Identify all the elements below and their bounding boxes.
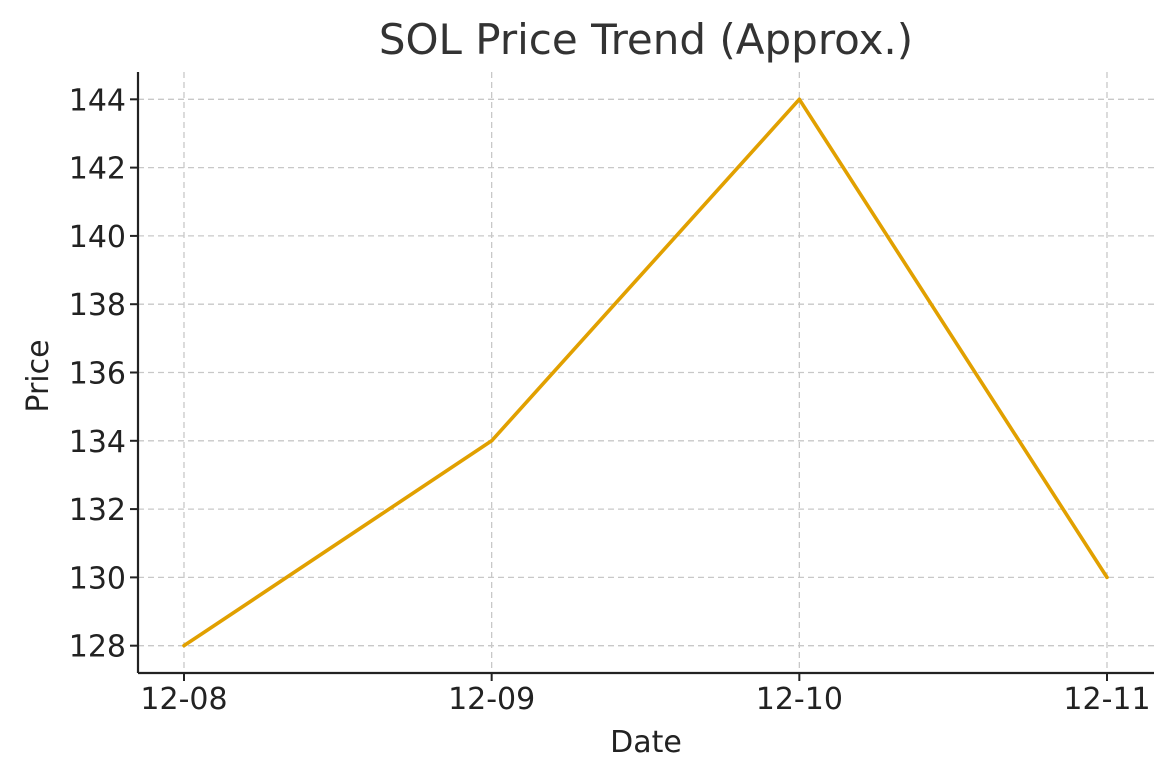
y-ticks: 128 130 132 134 136 138 140 142 144 (69, 83, 138, 665)
y-tick-label: 144 (69, 83, 126, 118)
grid-lines (138, 72, 1154, 673)
chart-title: SOL Price Trend (Approx.) (379, 15, 913, 64)
x-tick-label: 12-09 (448, 682, 535, 717)
y-axis-label: Price (21, 339, 56, 412)
y-tick-label: 136 (69, 357, 126, 392)
y-tick-label: 142 (69, 152, 126, 187)
x-axis-label: Date (610, 725, 682, 760)
x-tick-label: 12-08 (140, 682, 227, 717)
y-tick-label: 134 (69, 425, 126, 460)
y-tick-label: 130 (69, 561, 126, 596)
y-tick-label: 128 (69, 630, 126, 665)
x-tick-label: 12-11 (1063, 682, 1150, 717)
series-line (182, 97, 1109, 648)
x-tick-label: 12-10 (756, 682, 843, 717)
y-tick-label: 132 (69, 493, 126, 528)
y-tick-label: 138 (69, 288, 126, 323)
y-tick-label: 140 (69, 220, 126, 255)
series (182, 97, 1109, 648)
x-ticks: 12-08 12-09 12-10 12-11 (140, 673, 1151, 717)
